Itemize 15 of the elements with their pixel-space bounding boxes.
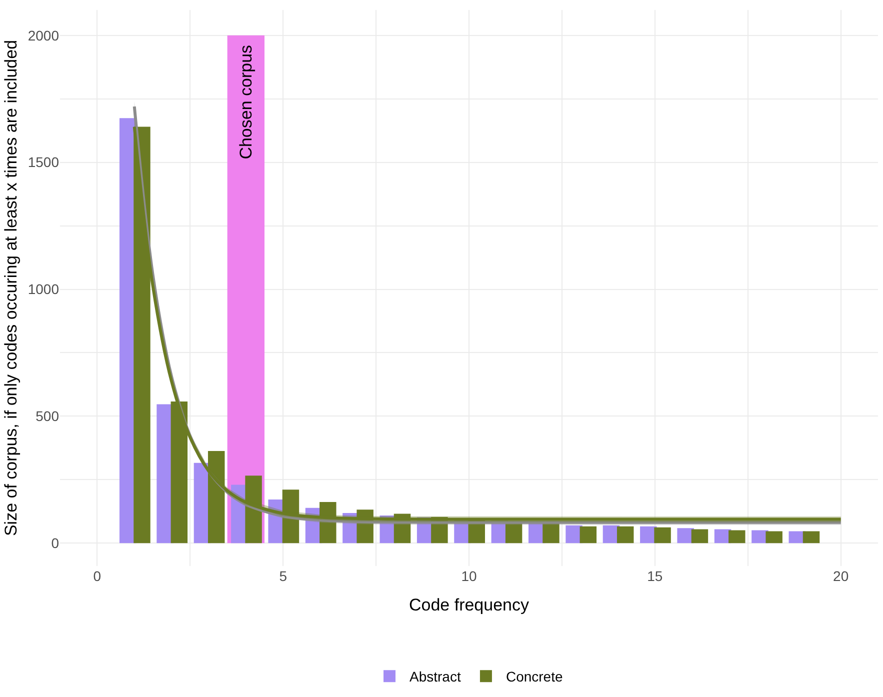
legend-label: Concrete [506, 668, 563, 685]
y-tick-label: 500 [36, 408, 60, 424]
y-tick-label: 2000 [28, 27, 60, 44]
x-tick-label: 5 [279, 568, 288, 584]
y-tick-label: 1500 [28, 154, 60, 170]
x-tick-label: 10 [461, 568, 477, 584]
x-tick-label: 0 [93, 568, 102, 584]
x-tick-label: 15 [647, 568, 663, 584]
y-tick-label: 1000 [28, 281, 60, 298]
legend-label: Abstract [410, 668, 461, 685]
y-axis-title: Size of corpus, if only codes occuring at least x times are included [1, 40, 20, 536]
annotation: Chosen corpus [236, 44, 256, 160]
x-axis-title: Code frequency [408, 595, 530, 614]
y-tick-label: 0 [51, 535, 60, 552]
x-tick-label: 20 [833, 568, 849, 584]
